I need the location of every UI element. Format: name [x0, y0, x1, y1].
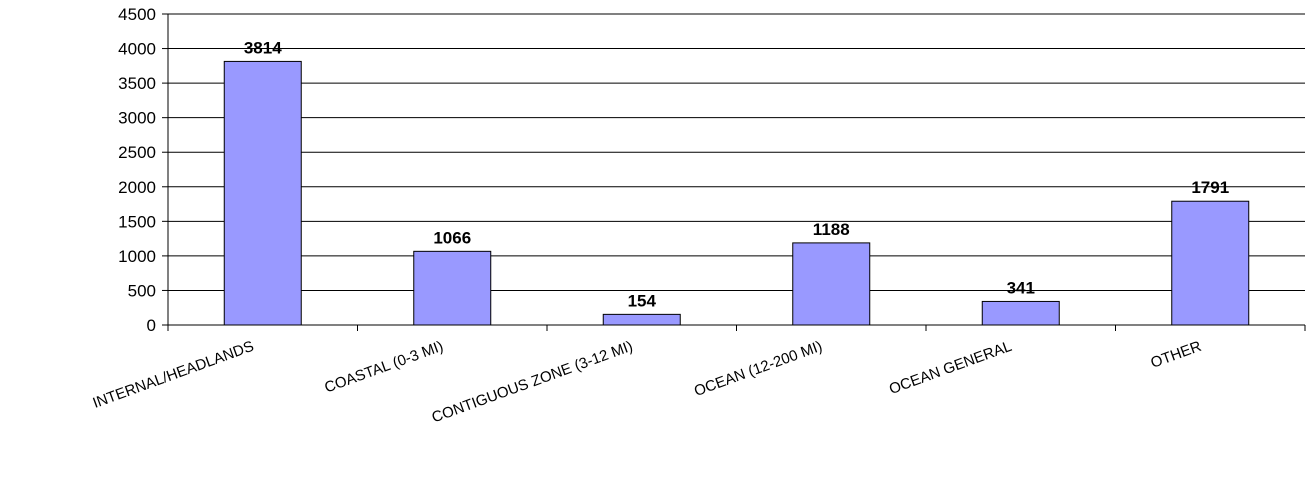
data-label: 3814 — [244, 38, 282, 57]
category-label: INTERNAL/HEADLANDS — [91, 338, 257, 412]
data-labels: 3814 1066 154 1188 341 1791 — [244, 38, 1229, 310]
category-label: CONTIGUOUS ZONE (3-12 MI) — [430, 338, 636, 427]
data-label: 1791 — [1191, 178, 1229, 197]
category-labels: INTERNAL/HEADLANDS COASTAL (0-3 MI)CONTIG… — [91, 338, 1204, 427]
data-label: 154 — [628, 291, 657, 310]
y-tick-label: 3000 — [118, 109, 156, 128]
y-tick-label: 3500 — [118, 74, 156, 93]
data-label: 1066 — [433, 228, 471, 247]
bar — [413, 250, 492, 326]
bar — [1171, 200, 1250, 326]
data-label: 1188 — [813, 220, 850, 239]
y-axis-ticks: 0 500 1000 1500 2000 2500 3000 3500 4000 4500 — [118, 5, 168, 335]
gridlines — [168, 13, 1305, 291]
y-tick-label: 2000 — [118, 178, 156, 197]
category-label: COASTAL (0-3 MI) — [322, 338, 445, 397]
category-label: OCEAN (12-200 MI) — [692, 338, 825, 400]
y-tick-label: 1000 — [118, 247, 156, 266]
y-tick-label: 2500 — [118, 143, 156, 162]
category-label: OTHER — [1148, 338, 1203, 372]
data-label: 341 — [1007, 278, 1035, 297]
bars — [223, 60, 1250, 326]
bar — [981, 300, 1060, 326]
bar — [223, 60, 302, 326]
category-label: OCEAN GENERAL — [887, 338, 1014, 398]
x-axis-ticks — [167, 325, 1306, 331]
y-tick-label: 0 — [147, 316, 156, 335]
y-tick-label: 4000 — [118, 40, 156, 59]
y-tick-label: 1500 — [118, 212, 156, 231]
y-tick-label: 500 — [128, 281, 156, 300]
y-tick-label: 4500 — [118, 5, 156, 24]
bar — [602, 313, 681, 326]
axes — [167, 14, 1305, 326]
bar — [792, 242, 871, 326]
